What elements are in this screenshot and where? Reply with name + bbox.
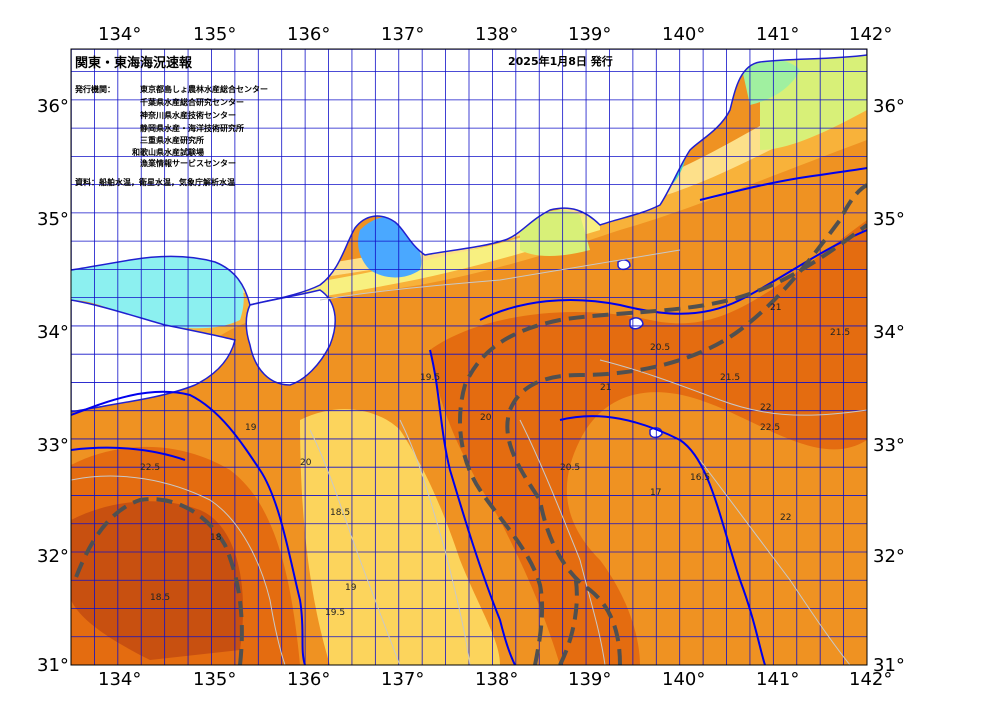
isotherm-value-label: 19 (345, 583, 357, 593)
lat-label: 32° (873, 546, 905, 567)
isotherm-value-label: 19.5 (420, 373, 440, 383)
isotherm-value-label: 18.5 (330, 508, 350, 518)
front-line (479, 229, 867, 321)
kuroshio-west-path (458, 223, 867, 665)
isotherm-line (71, 475, 286, 665)
isotherm-value-label: 19 (245, 423, 257, 433)
isotherm-value-label: 17 (650, 488, 661, 498)
isotherm-line (399, 419, 471, 665)
temp-band-cool-center (300, 409, 500, 665)
isotherm-value-label: 22 (780, 513, 791, 523)
lon-label: 139° (568, 24, 612, 45)
kuroshio-south-branch (558, 574, 579, 665)
issuer-item: 神奈川県水産技術センター (140, 111, 236, 120)
land-shikoku (71, 299, 236, 413)
kuroshio-main-path (505, 183, 867, 665)
kuroshio-sw-loop (73, 497, 244, 665)
front-line (559, 415, 766, 665)
lon-label: 140° (662, 669, 706, 690)
isotherm-value-label: 22.5 (760, 423, 780, 433)
thermal-fronts (71, 167, 867, 665)
isotherm-value-label: 22.5 (140, 463, 160, 473)
plot-area: 18.5 19 19.5 20 20.5 21 21.5 22 22.5 16.5 17 18 18.5… (71, 49, 867, 665)
lat-label: 34° (37, 322, 69, 343)
lat-label: 32° (37, 546, 69, 567)
lat-label: 34° (873, 322, 905, 343)
lat-label: 36° (37, 96, 69, 117)
isotherm-value-label: 19.5 (325, 608, 345, 618)
isotherm-value-label: 16.5 (690, 473, 710, 483)
isotherm-value-label: 20 (480, 413, 492, 423)
isotherm-value-label: 22 (760, 403, 771, 413)
isotherm-value-label: 21.5 (720, 373, 740, 383)
map-frame (70, 48, 868, 666)
isotherm-value-label: 21 (600, 383, 611, 393)
lat-label: 35° (37, 209, 69, 230)
lat-label: 33° (873, 435, 905, 456)
front-line (71, 446, 186, 461)
isotherm-line (319, 249, 681, 301)
lon-label: 135° (193, 24, 237, 45)
lat-label: 36° (873, 96, 905, 117)
lat-lon-grid (71, 49, 867, 665)
land-izu-oshima (629, 317, 644, 330)
isotherm-line (599, 359, 867, 416)
lon-label: 138° (475, 669, 519, 690)
issuer-item: 漁業情報サービスセンター (140, 159, 236, 168)
issuer-item: 東京都島しょ農林水産総合センター (140, 85, 268, 94)
lon-label: 138° (475, 24, 519, 45)
map-title: 関東・東海海況速報 (75, 56, 193, 71)
lon-label: 137° (381, 669, 425, 690)
isotherm-line (519, 419, 606, 665)
isotherm-line (699, 459, 851, 665)
lat-label: 31° (873, 655, 905, 676)
lon-label: 135° (193, 669, 237, 690)
isotherm-line (309, 429, 401, 665)
lon-label: 139° (568, 669, 612, 690)
isotherm-value-label: 18 (210, 533, 222, 543)
issue-date: 2025年1月8日 発行 (508, 55, 613, 68)
issuers-label: 発行機関： (75, 85, 115, 94)
issuer-item: 静岡県水産・海洋技術研究所 (140, 124, 244, 133)
temp-band-coastal-15 (520, 210, 590, 256)
isotherm-value-label: 20.5 (560, 463, 580, 473)
isotherm-value-label: 18.5 (150, 593, 170, 603)
lon-label: 140° (662, 24, 706, 45)
issuer-item: 三重県水産研究所 (140, 136, 204, 145)
isotherm-value-label: 21 (770, 303, 781, 313)
land-kii (245, 289, 336, 386)
kuroshio-current (73, 183, 867, 665)
lat-label: 31° (37, 655, 69, 676)
isotherm-value-label: 20.5 (650, 343, 670, 353)
lon-label: 142° (849, 669, 893, 690)
lon-label: 134° (98, 24, 142, 45)
issuer-item: 千葉県水産総合研究センター (140, 98, 244, 107)
data-source: 資料：船舶水温，衛星水温，気象庁解析水温 (75, 178, 235, 187)
lon-label: 136° (287, 669, 331, 690)
temp-band-north-12 (740, 57, 800, 105)
lon-label: 141° (756, 24, 800, 45)
lon-label: 134° (98, 669, 142, 690)
front-line (71, 390, 306, 665)
front-line (699, 167, 867, 201)
isotherm-labels: 18.5 19 19.5 20 20.5 21 21.5 22 22.5 16.5 17 18 18.5… (140, 303, 850, 618)
issuer-item: 和歌山県水産試験場 (132, 148, 204, 157)
lon-label: 136° (287, 24, 331, 45)
front-line (429, 349, 516, 665)
isotherm-value-label: 20 (300, 458, 312, 468)
lon-label: 137° (381, 24, 425, 45)
temp-band-sw-core (71, 501, 244, 660)
lat-label: 35° (873, 209, 905, 230)
lat-label: 33° (37, 435, 69, 456)
land-miyake (617, 259, 631, 271)
isotherm-value-label: 21.5 (830, 328, 850, 338)
isotherms (71, 249, 867, 665)
lon-label: 142° (849, 24, 893, 45)
lon-label: 141° (756, 669, 800, 690)
